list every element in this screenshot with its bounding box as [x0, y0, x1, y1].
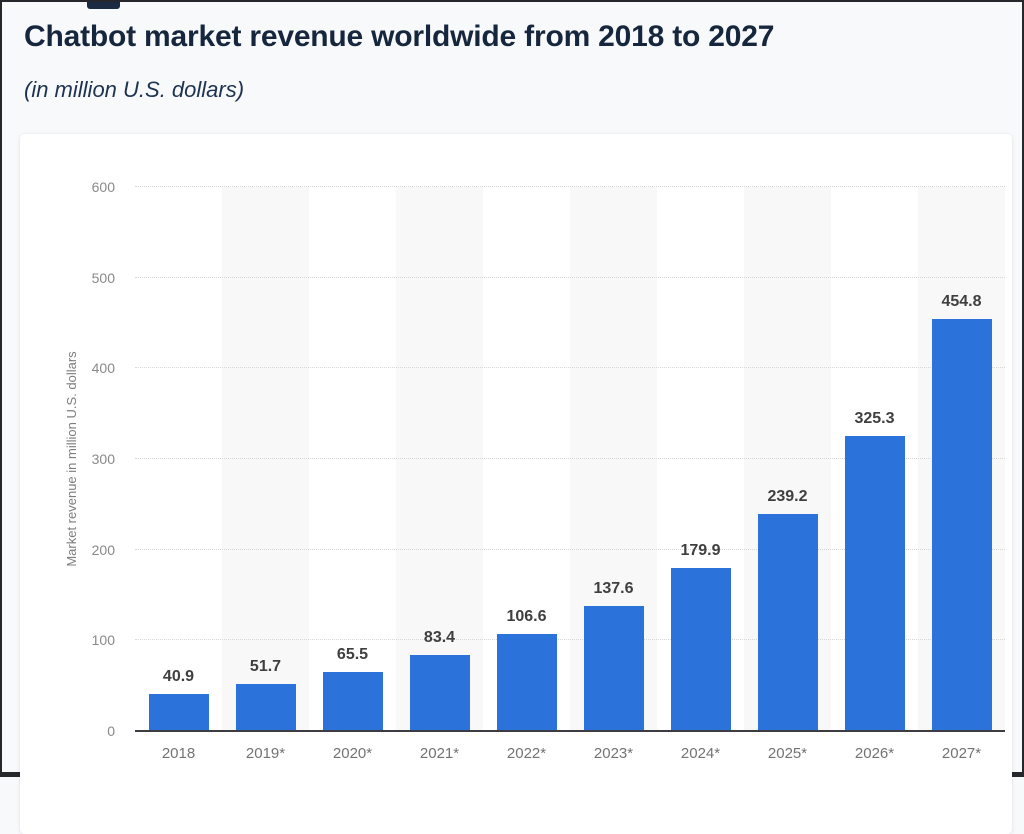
statista-chart-page: { "window": { "border_color": "#26272d",…: [0, 0, 1024, 777]
x-tick-label-2020: 2020*: [332, 745, 373, 762]
x-tick-label-2025: 2025*: [767, 745, 808, 762]
x-tick-label-2021: 2021*: [419, 745, 460, 762]
x-tick-label-2019: 2019*: [245, 745, 286, 762]
bar-2024[interactable]: [670, 567, 731, 731]
bar-2019[interactable]: [235, 684, 296, 731]
x-tick-label-2023: 2023*: [593, 745, 634, 762]
value-label-2027: 454.8: [941, 292, 982, 310]
gridline-600: [135, 186, 1005, 187]
gridline-500: [135, 276, 1005, 278]
bar-2021[interactable]: [409, 655, 470, 731]
gridline-200: [135, 548, 1005, 550]
bar-2025[interactable]: [757, 514, 818, 731]
value-label-2019: 51.7: [249, 658, 282, 676]
y-tick-label-400: 400: [91, 360, 115, 377]
x-tick-label-2018: 2018: [161, 745, 196, 762]
value-label-2025: 239.2: [767, 488, 808, 506]
x-tick-label-2027: 2027*: [941, 745, 982, 762]
page-title: Chatbot market revenue worldwide from 20…: [24, 20, 775, 53]
plot-band-2019: [222, 187, 309, 731]
gridline-300: [135, 458, 1005, 459]
y-tick-label-0: 0: [107, 723, 115, 739]
gridline-100: [135, 639, 1005, 641]
y-tick-label-500: 500: [91, 269, 115, 286]
x-tick-label-2026: 2026*: [854, 745, 895, 762]
bar-2022[interactable]: [496, 634, 557, 731]
bar-2023[interactable]: [583, 606, 644, 731]
value-label-2023: 137.6: [593, 580, 634, 598]
y-tick-label-200: 200: [91, 541, 115, 558]
bar-2020[interactable]: [322, 671, 383, 731]
y-tick-label-600: 600: [91, 179, 115, 195]
x-tick-label-2022: 2022*: [506, 745, 547, 762]
value-label-2022: 106.6: [506, 608, 547, 626]
bar-2027[interactable]: [931, 318, 992, 731]
y-tick-label-100: 100: [91, 632, 115, 649]
value-label-2026: 325.3: [854, 410, 895, 428]
value-label-2024: 179.9: [680, 541, 721, 559]
chart-header: Chatbot market revenue worldwide from 20…: [24, 20, 1004, 103]
bar-2026[interactable]: [844, 436, 905, 731]
value-label-2021: 83.4: [423, 629, 456, 647]
plot-band-2021: [396, 187, 483, 731]
chart-card: Market revenue in million U.S. dollars 0…: [20, 134, 1012, 834]
page-subtitle: (in million U.S. dollars): [24, 76, 245, 102]
bar-chart: Market revenue in million U.S. dollars 0…: [20, 134, 1012, 834]
cropped-text-fragment: [87, 2, 120, 9]
y-tick-label-300: 300: [91, 451, 115, 467]
gridline-400: [135, 367, 1005, 369]
x-tick-label-2024: 2024*: [680, 745, 721, 762]
value-label-2018: 40.9: [162, 667, 195, 685]
bar-2018[interactable]: [148, 693, 209, 731]
value-label-2020: 65.5: [336, 645, 369, 663]
x-axis-line: [135, 730, 1005, 732]
